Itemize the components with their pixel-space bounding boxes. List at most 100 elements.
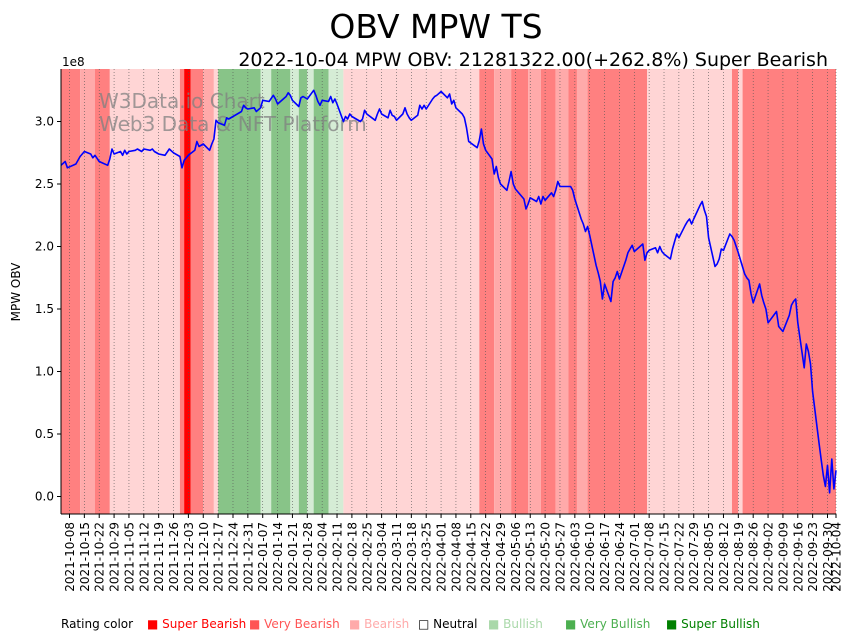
rating-band: [313, 69, 329, 514]
chart-subtitle: 2022-10-04 MPW OBV: 21281322.00(+262.8%)…: [238, 49, 828, 71]
rating-band: [511, 69, 529, 514]
y-tick-label: 0.5: [35, 427, 54, 441]
x-tick-label: 2022-09-16: [791, 522, 805, 592]
x-tick-label: 2022-06-24: [613, 522, 627, 592]
x-gridlines: [69, 69, 837, 514]
rating-band: [647, 69, 732, 514]
x-tick-label: 2022-08-26: [747, 522, 761, 592]
x-tick-label: 2022-01-07: [256, 522, 270, 592]
x-tick-label: 2022-07-15: [658, 522, 672, 592]
x-tick-label: 2022-02-25: [360, 522, 374, 592]
x-tick-label: 2022-01-21: [286, 522, 300, 592]
rating-legend-item: ■ Very Bearish: [249, 617, 340, 631]
rating-band: [555, 69, 569, 514]
rating-band: [61, 69, 81, 514]
x-tick-label: 2022-06-03: [568, 522, 582, 592]
x-tick-label: 2022-07-22: [672, 522, 686, 592]
x-tick-label: 2022-08-05: [702, 522, 716, 592]
x-tick-label: 2022-07-29: [687, 522, 701, 592]
x-tick-label: 2022-04-29: [494, 522, 508, 592]
rating-band: [203, 69, 214, 514]
rating-band: [328, 69, 344, 514]
axes: 0.0 0.5 1.0 1.5 2.0 2.5 3.0 2021-10-08 2021-10-1…: [35, 69, 844, 592]
x-tick-label: 2022-09-09: [776, 522, 790, 592]
x-tick-label: 2022-04-08: [449, 522, 463, 592]
x-tick-label: 2021-12-10: [197, 522, 211, 592]
x-tick-label: 2022-02-04: [316, 522, 330, 592]
y-offset-label: 1e8: [62, 55, 85, 69]
rating-band: [343, 69, 427, 514]
rating-legend-item: ■ Bullish: [488, 617, 543, 631]
rating-band: [742, 69, 836, 514]
x-tick-label: 2022-01-14: [271, 522, 285, 592]
rating-band: [179, 69, 185, 514]
rating-band: [298, 69, 308, 514]
x-tick-label: 2022-08-19: [732, 522, 746, 592]
rating-band: [426, 69, 480, 514]
x-tick-label: 2022-05-20: [539, 522, 553, 592]
x-tick-label: 2021-10-15: [78, 522, 92, 592]
series-layer: [60, 89, 837, 494]
rating-band: [307, 69, 314, 514]
rating-band: [738, 69, 743, 514]
x-tick-label: 2022-05-27: [553, 522, 567, 592]
rating-band: [494, 69, 512, 514]
x-tick-label: 2022-04-15: [464, 522, 478, 592]
rating-band: [576, 69, 588, 514]
x-tick-label: 2022-07-01: [628, 522, 642, 592]
x-tick-label: 2022-03-04: [375, 522, 389, 592]
y-tick-label: 3.0: [35, 115, 54, 129]
rating-band: [109, 69, 180, 514]
rating-band: [213, 69, 219, 514]
x-tick-label: 2022-04-22: [479, 522, 493, 592]
rating-band: [271, 69, 291, 514]
x-tick-label: 2022-02-11: [331, 522, 345, 592]
rating-band: [184, 69, 191, 514]
y-tick-label: 2.0: [35, 240, 54, 254]
x-tick-label: 2022-10-04: [830, 522, 844, 592]
x-tick-label: 2022-03-11: [390, 522, 404, 592]
x-tick-label: 2021-10-08: [63, 522, 77, 592]
rating-band: [587, 69, 648, 514]
rating-legend-item: ■ Bearish: [349, 617, 410, 631]
rating-band: [80, 69, 95, 514]
obv-series-line: [60, 89, 837, 494]
x-tick-label: 2021-10-29: [108, 522, 122, 592]
x-tick-label: 2021-12-03: [182, 522, 196, 592]
x-tick-label: 2021-10-22: [93, 522, 107, 592]
y-tick-label: 1.5: [35, 302, 54, 316]
x-tick-label: 2021-11-26: [167, 522, 181, 592]
x-tick-label: 2022-03-25: [420, 522, 434, 592]
x-tick-label: 2022-03-18: [405, 522, 419, 592]
rating-bands: [61, 69, 836, 514]
rating-band: [731, 69, 739, 514]
watermark-line-1: W3Data.io Chart: [99, 89, 265, 113]
x-tick-label: 2021-12-31: [241, 522, 255, 592]
rating-band: [568, 69, 577, 514]
rating-band: [218, 69, 261, 514]
y-tick-label: 1.0: [35, 365, 54, 379]
rating-band: [260, 69, 272, 514]
rating-legend-item: ■ Super Bearish: [147, 617, 247, 631]
x-tick-label: 2022-09-23: [806, 522, 820, 592]
x-tick-label: 2022-02-18: [345, 522, 359, 592]
rating-band: [94, 69, 110, 514]
chart-title: OBV MPW TS: [329, 7, 542, 46]
rating-legend-item: □ Neutral: [418, 617, 478, 631]
rating-legend-item: ■ Very Bullish: [565, 617, 651, 631]
x-tick-label: 2021-12-17: [212, 522, 226, 592]
rating-legend-item: ■ Super Bullish: [666, 617, 760, 631]
y-axis-label: MPW OBV: [9, 262, 23, 322]
y-tick-label: 0.0: [35, 490, 54, 504]
x-tick-label: 2022-05-06: [509, 522, 523, 592]
x-tick-label: 2022-05-13: [524, 522, 538, 592]
x-tick-label: 2021-11-19: [152, 522, 166, 592]
x-tick-label: 2021-11-12: [137, 522, 151, 592]
watermark-line-2: Web3 Data & NFT Platform: [99, 112, 367, 136]
x-tick-label: 2021-12-24: [226, 522, 240, 592]
rating-band: [540, 69, 556, 514]
x-tick-label: 2022-06-10: [583, 522, 597, 592]
x-tick-label: 2022-08-12: [717, 522, 731, 592]
rating-band: [190, 69, 204, 514]
